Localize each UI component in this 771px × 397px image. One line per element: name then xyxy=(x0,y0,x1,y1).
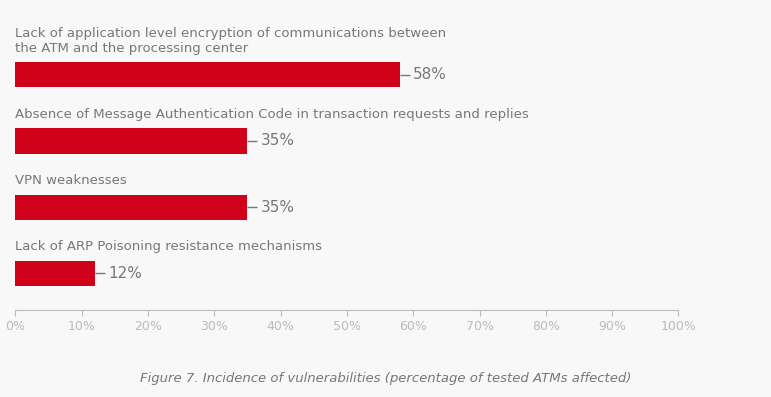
Text: Absence of Message Authentication Code in transaction requests and replies: Absence of Message Authentication Code i… xyxy=(15,108,529,121)
Bar xyxy=(15,261,95,286)
Bar xyxy=(15,62,400,87)
Text: VPN weaknesses: VPN weaknesses xyxy=(15,174,127,187)
Text: Figure 7. Incidence of vulnerabilities (percentage of tested ATMs affected): Figure 7. Incidence of vulnerabilities (… xyxy=(140,372,631,385)
Text: Lack of ARP Poisoning resistance mechanisms: Lack of ARP Poisoning resistance mechani… xyxy=(15,241,322,253)
Bar xyxy=(15,128,247,154)
Text: 12%: 12% xyxy=(108,266,142,281)
Text: 35%: 35% xyxy=(261,133,295,148)
Text: Lack of application level encryption of communications between
the ATM and the p: Lack of application level encryption of … xyxy=(15,27,446,55)
Text: 58%: 58% xyxy=(413,67,447,82)
Text: 35%: 35% xyxy=(261,200,295,215)
Bar xyxy=(15,195,247,220)
